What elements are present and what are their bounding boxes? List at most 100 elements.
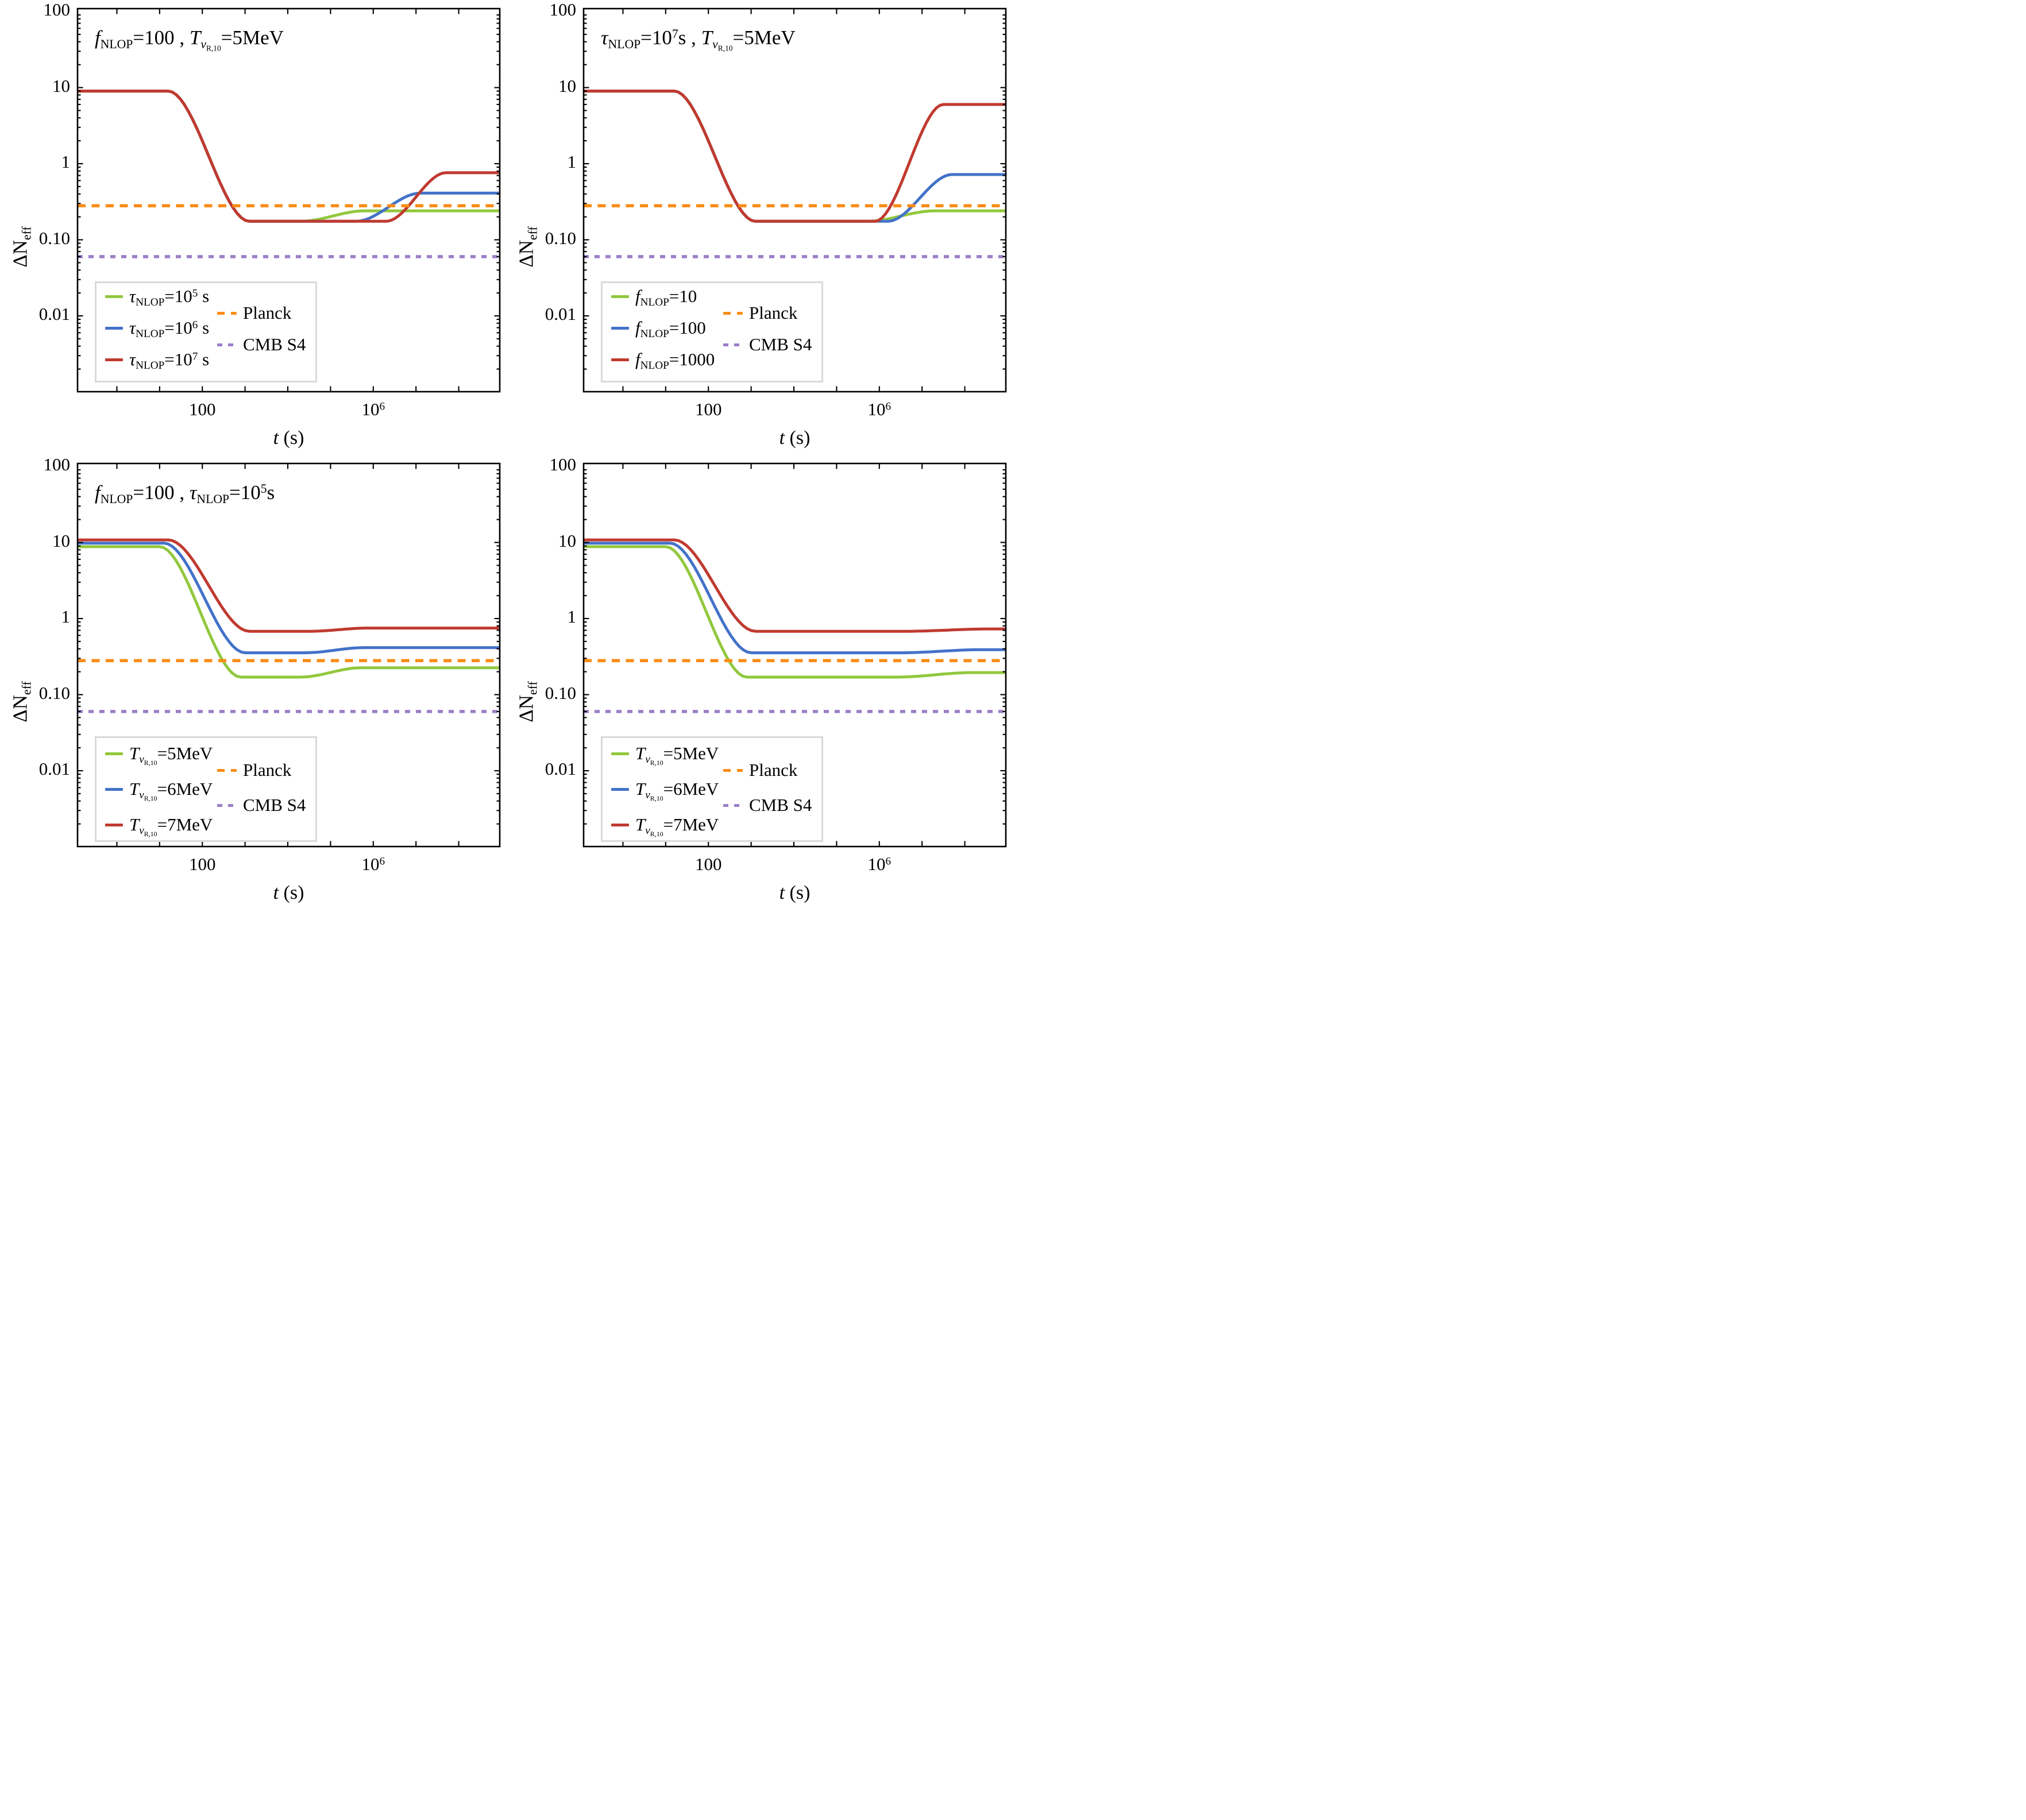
y-tick-label: 0.01 <box>38 304 70 324</box>
plot-canvas-top-right <box>582 7 1007 393</box>
legend-swatch-cmb-s4 <box>723 343 743 346</box>
legend-label: TνR,10=6MeV <box>129 779 213 802</box>
x-tick-label: 100 <box>694 399 722 419</box>
legend-swatch-T-7MeV <box>105 823 123 826</box>
legend-swatch-planck <box>217 311 237 315</box>
y-tick-label: 100 <box>549 455 577 474</box>
plot-canvas-bottom-right <box>582 462 1007 848</box>
legend-swatch-cmb-s4 <box>723 803 743 807</box>
y-axis-label: ΔNeff <box>515 681 540 722</box>
legend-item-tau-1e5: τNLOP=105 s <box>105 286 209 308</box>
axis-ticks <box>584 463 1006 847</box>
legend-swatch-planck <box>723 311 743 315</box>
panel-title: fNLOP=100 , TνR,10=5MeV <box>95 26 284 53</box>
panel-top-right: 100 10 1 0.10 0.01 100 106 t (s) ΔNeff τNLOP=107s… <box>506 0 1012 455</box>
axis-ticks <box>78 9 500 392</box>
x-tick-label: 100 <box>188 854 216 874</box>
legend-swatch-tau-1e7 <box>105 358 123 361</box>
x-axis-label: t (s) <box>273 882 304 903</box>
figure-grid: 100 10 1 0.10 0.01 100 106 t (s) ΔNeff fNLOP=100 … <box>0 0 1013 910</box>
series-curve-T-7MeV <box>78 538 500 633</box>
plot-frame <box>582 462 1007 848</box>
panel-top-left: 100 10 1 0.10 0.01 100 106 t (s) ΔNeff fNLOP=100 … <box>0 0 506 455</box>
legend-swatch-planck <box>217 768 237 772</box>
panel-bottom-right: 100 10 1 0.10 0.01 100 106 t (s) ΔNeff TνR,10=5Me… <box>506 455 1012 910</box>
series-curve-T-5MeV <box>584 545 1006 679</box>
y-tick-label: 1 <box>61 606 71 627</box>
series-curve-f-1000 <box>584 90 1006 223</box>
x-axis-label: t (s) <box>273 427 304 449</box>
legend-label: τNLOP=106 s <box>129 318 210 341</box>
y-tick-label: 0.10 <box>545 227 576 248</box>
plot-frame <box>76 7 501 393</box>
y-tick-label: 0.01 <box>545 304 576 324</box>
series-curve-T-7MeV <box>584 538 1006 633</box>
x-axis-label: t (s) <box>779 882 811 903</box>
y-tick-label: 1 <box>567 152 577 172</box>
series-curve-tau-1e5 <box>78 90 500 223</box>
axis-ticks <box>584 9 1006 392</box>
legend-swatch-f-1000 <box>611 358 629 361</box>
legend-swatch-cmb-s4 <box>217 343 237 346</box>
legend-item-T-6MeV: TνR,10=6MeV <box>611 779 719 802</box>
legend-box: TνR,10=5MeV TνR,10=6MeV TνR,10=7MeV Planck C… <box>601 736 823 842</box>
legend-label: τNLOP=107 s <box>129 349 210 372</box>
legend-item-tau-1e6: τNLOP=106 s <box>105 318 210 341</box>
legend-item-f-100: fNLOP=100 <box>611 318 706 341</box>
legend-item-f-1000: fNLOP=1000 <box>611 349 715 372</box>
legend-label: CMB S4 <box>749 795 812 815</box>
plot-canvas-top-left <box>76 7 501 393</box>
legend-label: fNLOP=10 <box>635 286 697 309</box>
legend-label: fNLOP=100 <box>635 318 706 341</box>
legend-swatch-T-6MeV <box>611 787 629 791</box>
legend-box: τNLOP=105 s τNLOP=106 s τNLOP=107 s Planck C… <box>95 281 317 382</box>
legend-item-planck: Planck <box>723 760 797 780</box>
y-tick-label: 10 <box>52 75 70 96</box>
legend-item-f-10: fNLOP=10 <box>611 286 697 309</box>
legend-box: TνR,10=5MeV TνR,10=6MeV TνR,10=7MeV Planck C… <box>95 736 317 842</box>
legend-item-T-7MeV: TνR,10=7MeV <box>105 814 213 837</box>
legend-label: CMB S4 <box>243 334 306 354</box>
y-tick-label: 0.01 <box>545 759 576 779</box>
series-curve-f-100 <box>584 90 1006 223</box>
legend-item-planck: Planck <box>217 303 291 323</box>
y-tick-label: 1 <box>567 606 577 627</box>
legend-swatch-T-7MeV <box>611 823 629 826</box>
legend-label: TνR,10=7MeV <box>635 814 719 838</box>
legend-item-planck: Planck <box>217 760 291 780</box>
legend-swatch-T-5MeV <box>105 752 123 755</box>
y-tick-label: 1 <box>61 152 71 172</box>
x-tick-label: 106 <box>867 399 892 419</box>
series-curve-T-6MeV <box>584 542 1006 655</box>
y-tick-label: 0.10 <box>38 682 70 703</box>
legend-label: fNLOP=1000 <box>635 349 715 372</box>
legend-label: Planck <box>243 760 292 780</box>
y-tick-label: 100 <box>43 0 71 20</box>
legend-item-T-7MeV: TνR,10=7MeV <box>611 814 719 838</box>
legend-swatch-tau-1e6 <box>105 326 123 330</box>
x-tick-label: 100 <box>188 399 216 419</box>
y-tick-label: 100 <box>549 0 577 20</box>
panel-bottom-left: 100 10 1 0.10 0.01 100 106 t (s) ΔNeff fNLOP=100 … <box>0 455 506 910</box>
legend-item-tau-1e7: τNLOP=107 s <box>105 349 210 372</box>
series-curve-T-5MeV <box>78 545 500 679</box>
panel-title: fNLOP=100 , τNLOP=105s <box>95 481 275 506</box>
legend-item-T-5MeV: TνR,10=5MeV <box>105 743 213 766</box>
legend-item-planck: Planck <box>723 303 797 323</box>
y-tick-label: 10 <box>558 530 576 551</box>
legend-item-cmb-s4: CMB S4 <box>723 795 812 816</box>
legend-swatch-T-5MeV <box>611 752 629 755</box>
series-curve-tau-1e7 <box>78 90 500 223</box>
legend-label: TνR,10=5MeV <box>635 743 719 767</box>
plot-canvas-bottom-left <box>76 462 501 848</box>
y-tick-label: 0.10 <box>38 227 70 248</box>
x-tick-label: 106 <box>361 399 385 419</box>
legend-item-cmb-s4: CMB S4 <box>723 334 812 355</box>
y-axis-label: ΔNeff <box>9 226 34 268</box>
y-axis-label: ΔNeff <box>9 681 34 722</box>
legend-item-cmb-s4: CMB S4 <box>217 334 306 355</box>
y-axis-label: ΔNeff <box>515 226 540 268</box>
legend-label: CMB S4 <box>749 334 812 354</box>
plot-frame <box>76 462 501 848</box>
x-tick-label: 106 <box>361 854 385 874</box>
